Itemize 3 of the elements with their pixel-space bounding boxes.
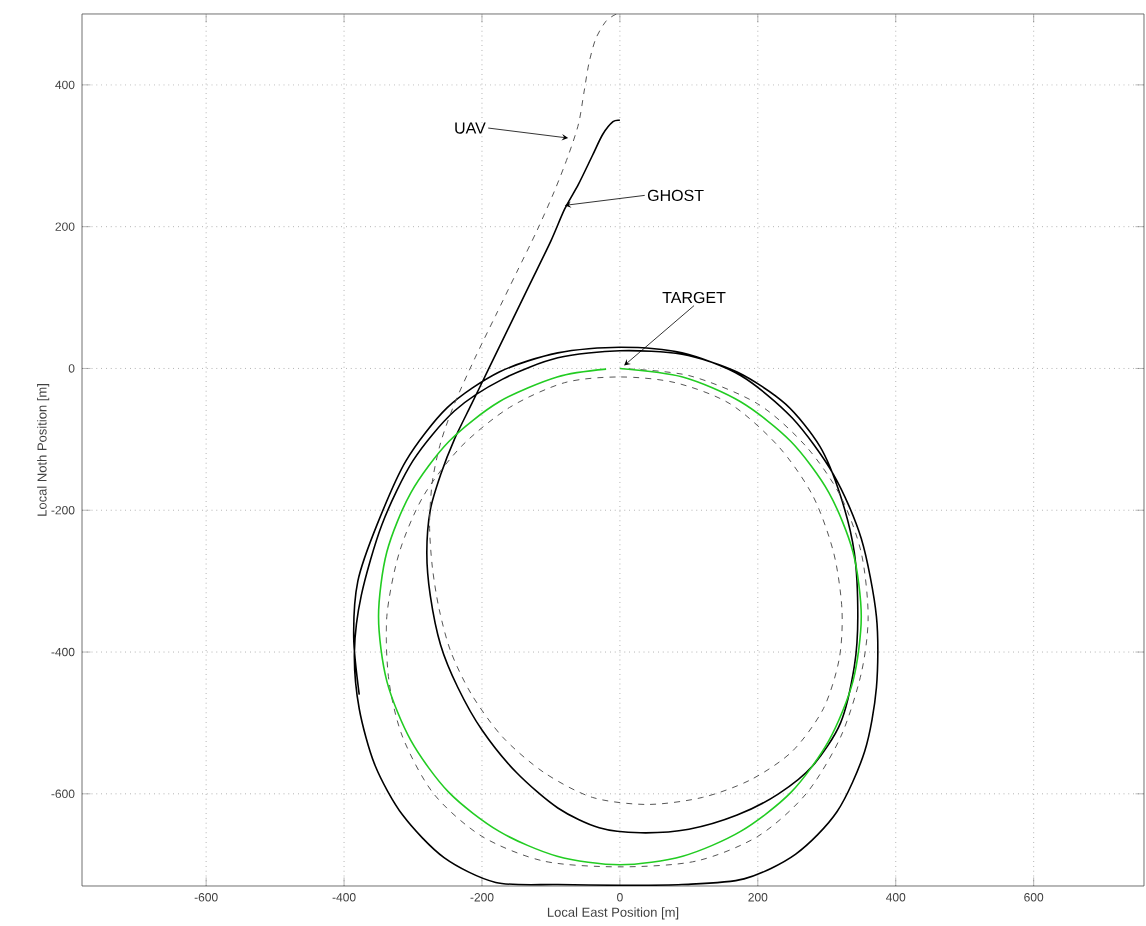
- annotation: TARGET: [662, 291, 726, 304]
- annotation: GHOST: [647, 189, 704, 202]
- annotation: UAV: [455, 122, 486, 134]
